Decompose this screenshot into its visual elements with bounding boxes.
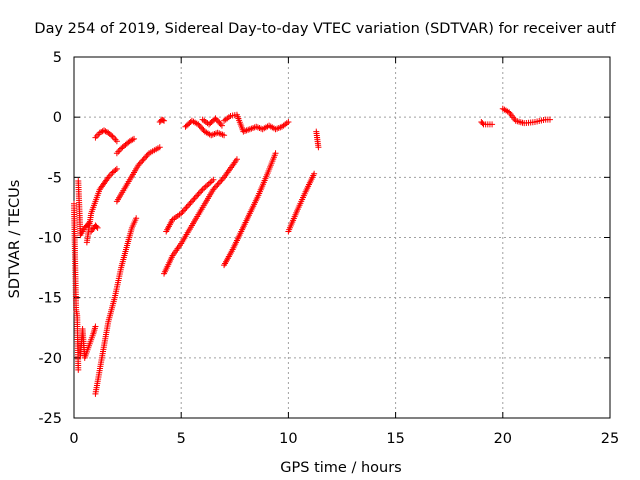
data-point bbox=[129, 136, 136, 143]
data-point bbox=[113, 165, 120, 172]
chart-title: Day 254 of 2019, Sidereal Day-to-day VTE… bbox=[34, 21, 616, 37]
x-tick-label: 0 bbox=[69, 431, 78, 447]
data-point bbox=[195, 121, 202, 128]
y-tick-label: -5 bbox=[48, 170, 62, 186]
data-point bbox=[215, 118, 222, 125]
data-point bbox=[213, 116, 220, 123]
y-tick-label: -20 bbox=[38, 351, 62, 367]
data-point bbox=[210, 176, 217, 183]
data-point bbox=[285, 118, 292, 125]
data-point bbox=[272, 150, 279, 157]
y-tick-label: -10 bbox=[38, 231, 62, 247]
data-points bbox=[71, 105, 553, 397]
y-tick-label: 5 bbox=[53, 50, 62, 66]
data-point bbox=[489, 121, 496, 128]
data-point bbox=[156, 144, 163, 151]
y-tick-label: -15 bbox=[38, 291, 62, 307]
y-tick-label: 0 bbox=[53, 110, 62, 126]
data-point bbox=[311, 170, 318, 177]
x-axis-label: GPS time / hours bbox=[280, 460, 401, 476]
data-point bbox=[75, 366, 82, 373]
y-axis-label: SDTVAR / TECUs bbox=[7, 180, 23, 299]
data-point bbox=[108, 132, 115, 139]
data-point bbox=[133, 215, 140, 222]
x-tick-label: 25 bbox=[601, 431, 619, 447]
data-point bbox=[546, 116, 553, 123]
data-point bbox=[315, 144, 322, 151]
grid-lines bbox=[74, 57, 610, 418]
data-point bbox=[218, 122, 225, 129]
data-point bbox=[159, 117, 166, 124]
data-point bbox=[92, 323, 99, 330]
data-point bbox=[233, 156, 240, 163]
axis-ticks: 0 5 10 15 20 25 5 0 -5 -10 -15 -20 -25 bbox=[38, 50, 619, 447]
x-tick-label: 5 bbox=[177, 431, 186, 447]
data-point bbox=[161, 117, 168, 124]
data-point bbox=[216, 119, 223, 126]
x-tick-label: 10 bbox=[279, 431, 297, 447]
data-point bbox=[112, 167, 119, 174]
data-point bbox=[93, 223, 100, 230]
data-point bbox=[479, 120, 486, 127]
data-point bbox=[197, 124, 204, 131]
data-point bbox=[113, 138, 120, 145]
data-point bbox=[131, 135, 138, 142]
data-point bbox=[221, 132, 228, 139]
data-point bbox=[217, 121, 224, 128]
data-point bbox=[212, 115, 219, 122]
data-point bbox=[196, 122, 203, 129]
x-tick-label: 15 bbox=[386, 431, 404, 447]
data-point bbox=[199, 125, 206, 132]
x-tick-label: 20 bbox=[494, 431, 512, 447]
data-point bbox=[94, 224, 101, 231]
y-tick-label: -25 bbox=[38, 411, 62, 427]
